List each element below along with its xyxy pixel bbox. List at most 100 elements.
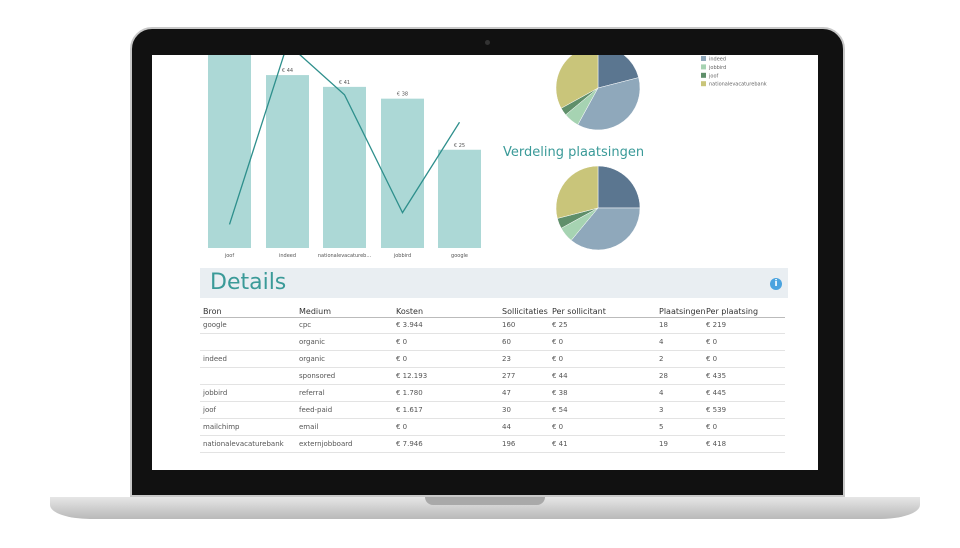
table-cell: nationalevacaturebank bbox=[203, 440, 284, 448]
table-cell: € 445 bbox=[706, 389, 727, 397]
charts: joof indeed € 44 nationalevacatureb... € 41 j… bbox=[208, 55, 767, 259]
table-cell: € 539 bbox=[706, 406, 727, 414]
line bbox=[228, 55, 461, 225]
table-cell: externjobboard bbox=[299, 440, 353, 448]
table-cell: € 7.946 bbox=[396, 440, 423, 448]
table-cell: 30 bbox=[502, 406, 511, 414]
legend-swatch bbox=[701, 81, 706, 87]
pie-slice bbox=[555, 165, 599, 219]
table-cell: 3 bbox=[659, 406, 664, 414]
row-rule bbox=[200, 367, 785, 368]
details-header bbox=[200, 268, 788, 298]
value-label: € 41 bbox=[339, 80, 350, 86]
table-cell: 4 bbox=[659, 389, 664, 397]
pie-slice bbox=[597, 55, 639, 89]
details-title: Details bbox=[210, 270, 287, 295]
table-cell: € 0 bbox=[396, 423, 408, 431]
table-cell: 18 bbox=[659, 321, 668, 329]
table-cell: feed-paid bbox=[299, 406, 333, 414]
table-cell: € 25 bbox=[552, 321, 568, 329]
laptop-base bbox=[50, 497, 920, 519]
table-cell: 23 bbox=[502, 355, 511, 363]
table-cell: 196 bbox=[502, 440, 516, 448]
column-header: Bron bbox=[203, 307, 222, 316]
x-tick-label: nationalevacatureb... bbox=[318, 253, 372, 259]
pie-title: Verdeling plaatsingen bbox=[503, 145, 644, 160]
table-cell: 28 bbox=[659, 372, 668, 380]
table-cell: € 3.944 bbox=[396, 321, 423, 329]
legend-swatch bbox=[701, 56, 706, 61]
row-rule bbox=[200, 350, 785, 351]
table-cell: jobbird bbox=[203, 389, 228, 397]
row-rule bbox=[200, 401, 785, 402]
table-cell: email bbox=[299, 423, 319, 431]
table-cell: cpc bbox=[299, 321, 312, 329]
column-header: Kosten bbox=[396, 307, 424, 316]
pie-slice bbox=[597, 165, 641, 209]
column-header: Per sollicitant bbox=[552, 307, 606, 316]
value-label: € 25 bbox=[454, 143, 465, 149]
table-cell: € 0 bbox=[706, 355, 718, 363]
bar bbox=[438, 149, 481, 248]
info-button[interactable]: i bbox=[770, 278, 782, 290]
table-cell: € 12.193 bbox=[396, 372, 428, 380]
table-cell: € 0 bbox=[552, 355, 564, 363]
camera bbox=[485, 40, 490, 45]
pie-slice bbox=[555, 55, 599, 109]
table-cell: joof bbox=[203, 406, 216, 414]
legend-label: jobbird bbox=[708, 65, 726, 71]
x-tick-label: google bbox=[451, 253, 468, 259]
bar bbox=[266, 75, 309, 248]
table-cell: € 38 bbox=[552, 389, 568, 397]
table-cell: € 0 bbox=[396, 355, 408, 363]
row-rule bbox=[200, 452, 785, 453]
legend-label: joof bbox=[708, 73, 719, 79]
row-rule bbox=[200, 435, 785, 436]
table-cell: 60 bbox=[502, 338, 511, 346]
bar bbox=[323, 86, 366, 249]
column-header: Plaatsingen bbox=[659, 307, 706, 316]
table-cell: € 1.617 bbox=[396, 406, 423, 414]
table-cell: referral bbox=[299, 389, 325, 397]
legend-swatch bbox=[701, 64, 706, 70]
table-cell: € 0 bbox=[706, 338, 718, 346]
table-cell: organic bbox=[299, 338, 326, 346]
table-cell: 2 bbox=[659, 355, 664, 363]
column-header: Medium bbox=[299, 307, 331, 316]
legend-label: nationalevacaturebank bbox=[709, 82, 767, 88]
table-cell: 44 bbox=[502, 423, 511, 431]
bar bbox=[381, 98, 424, 248]
table-cell: 19 bbox=[659, 440, 668, 448]
table-cell: 47 bbox=[502, 389, 511, 397]
value-label: € 38 bbox=[397, 92, 408, 98]
laptop-notch bbox=[425, 497, 545, 505]
table-cell: € 44 bbox=[552, 372, 568, 380]
table-cell: € 0 bbox=[706, 423, 718, 431]
row-rule bbox=[200, 418, 785, 419]
table-cell: organic bbox=[299, 355, 326, 363]
table-cell: € 54 bbox=[552, 406, 568, 414]
table-cell: mailchimp bbox=[203, 423, 240, 431]
x-tick-label: jobbird bbox=[393, 253, 411, 259]
column-header: Per plaatsing bbox=[706, 307, 759, 316]
row-rule bbox=[200, 384, 785, 385]
pie-slice bbox=[577, 77, 641, 131]
table-cell: € 0 bbox=[396, 338, 408, 346]
header-rule bbox=[200, 317, 785, 318]
table-cell: 5 bbox=[659, 423, 664, 431]
bar bbox=[208, 55, 251, 248]
details-table: Bron Medium Kosten Sollicitaties Per sollici… bbox=[152, 55, 818, 470]
table-cell: € 1.780 bbox=[396, 389, 423, 397]
pie-slice bbox=[570, 207, 641, 251]
table-cell: € 0 bbox=[552, 338, 564, 346]
x-tick-label: indeed bbox=[279, 253, 296, 259]
table-cell: € 41 bbox=[552, 440, 568, 448]
table-cell: 4 bbox=[659, 338, 664, 346]
x-tick-label: joof bbox=[224, 253, 235, 259]
table-cell: sponsored bbox=[299, 372, 336, 380]
table-cell: € 418 bbox=[706, 440, 727, 448]
table-cell: € 219 bbox=[706, 321, 727, 329]
row-rule bbox=[200, 333, 785, 334]
value-label: € 44 bbox=[282, 68, 293, 74]
